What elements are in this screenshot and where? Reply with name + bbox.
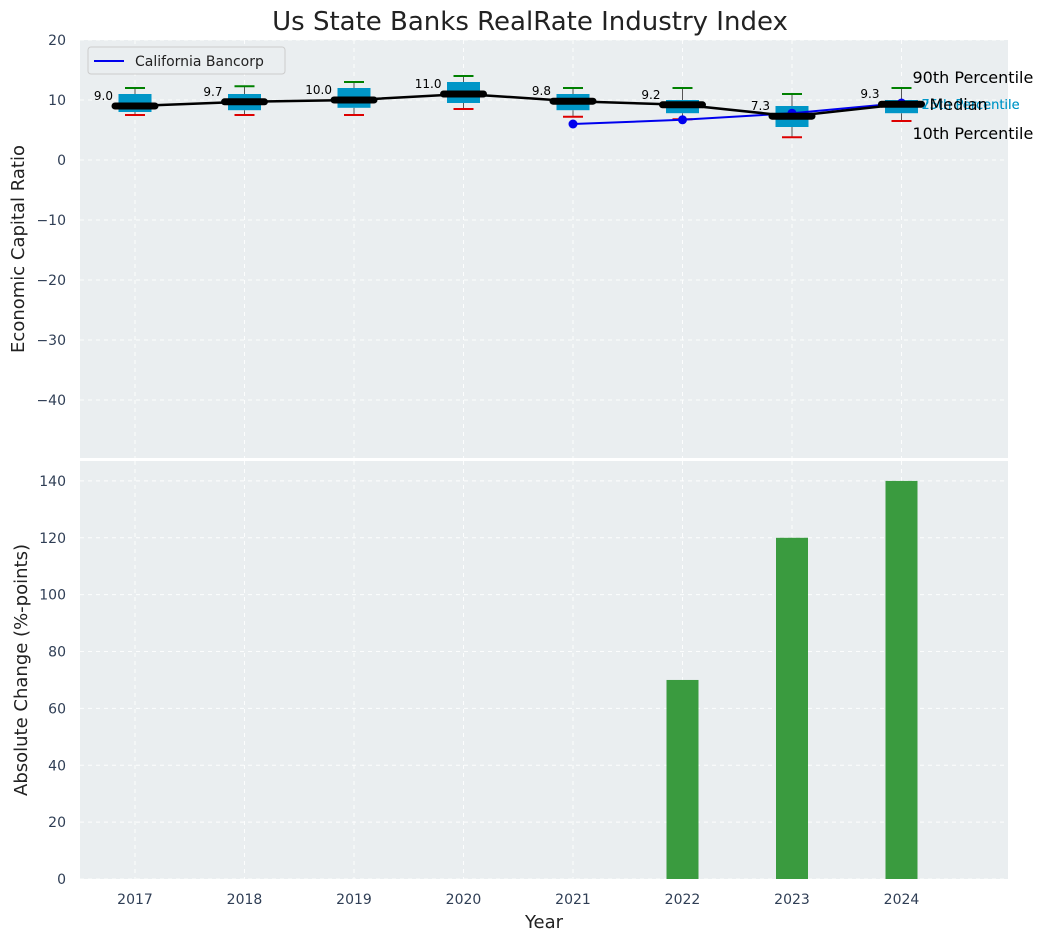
bar-group [666, 480, 918, 879]
median-value-labels: 9.0 9.7 10.0 11.0 9.8 9.2 7.3 9.3 [94, 77, 880, 113]
bottom-plot-area [80, 461, 1008, 879]
median-value-label: 9.8 [532, 84, 551, 98]
median-label: Median [930, 95, 988, 114]
bar-2023 [776, 537, 808, 879]
top-y-tick-label: −10 [36, 213, 66, 229]
x-tick-label: 2023 [774, 892, 810, 908]
median-line-group [111, 90, 925, 120]
bar-2022 [666, 679, 699, 879]
top-y-tick-labels: 20 10 0 −10 −20 −30 −40 [36, 33, 66, 409]
bar-2024 [885, 480, 918, 879]
median-value-label: 11.0 [415, 77, 442, 91]
x-tick-label: 2021 [555, 892, 591, 908]
median-value-label: 9.2 [641, 88, 660, 102]
bottom-y-tick-label: 60 [48, 701, 66, 717]
x-tick-label: 2017 [117, 892, 153, 908]
chart-title: Us State Banks RealRate Industry Index [272, 7, 788, 37]
x-axis-title: Year [524, 912, 564, 933]
legend: California Bancorp [87, 46, 286, 75]
bottom-y-tick-labels: 0 20 40 60 80 100 120 140 [39, 474, 66, 888]
top-y-tick-label: −40 [36, 393, 66, 409]
bottom-y-tick-label: 100 [39, 588, 66, 604]
x-tick-label: 2020 [446, 892, 482, 908]
top-y-tick-label: −30 [36, 333, 66, 349]
company-series-point [678, 115, 687, 125]
top-y-tick-label: 10 [48, 93, 66, 109]
company-series-point [568, 119, 578, 129]
percentile-90-label: 90th Percentile [913, 68, 1034, 87]
x-tick-label: 2019 [336, 892, 372, 908]
x-tick-label: 2024 [884, 892, 920, 908]
median-value-label: 7.3 [751, 99, 770, 113]
median-value-label: 10.0 [305, 83, 332, 97]
top-y-tick-label: −20 [36, 273, 66, 289]
median-value-label: 9.7 [203, 85, 222, 99]
bottom-y-axis-title: Absolute Change (%-points) [11, 544, 32, 796]
company-series-line [572, 102, 902, 125]
bottom-y-tick-label: 80 [48, 645, 66, 661]
quartile-label-75: 75th Percentile [922, 98, 1020, 113]
x-tick-label: 2018 [227, 892, 263, 908]
legend-box [87, 46, 286, 75]
median-value-label: 9.0 [94, 89, 113, 103]
bottom-y-tick-label: 0 [57, 872, 66, 888]
bottom-y-tick-label: 40 [48, 758, 66, 774]
top-y-axis-title: Economic Capital Ratio [8, 145, 29, 353]
quartile-label-25: 25th Percentile [922, 98, 1020, 113]
bottom-y-tick-label: 120 [39, 531, 66, 547]
x-tick-label: 2022 [665, 892, 701, 908]
top-y-tick-label: 20 [48, 33, 66, 49]
bottom-y-tick-label: 140 [39, 474, 66, 490]
x-tick-labels: 2017 2018 2019 2020 2021 2022 2023 2024 [117, 892, 919, 908]
median-value-label: 9.3 [860, 87, 879, 101]
percentile-10-label: 10th Percentile [913, 124, 1034, 143]
legend-label: California Bancorp [135, 54, 264, 70]
bottom-y-tick-label: 20 [48, 815, 66, 831]
top-y-tick-label: 0 [57, 153, 66, 169]
